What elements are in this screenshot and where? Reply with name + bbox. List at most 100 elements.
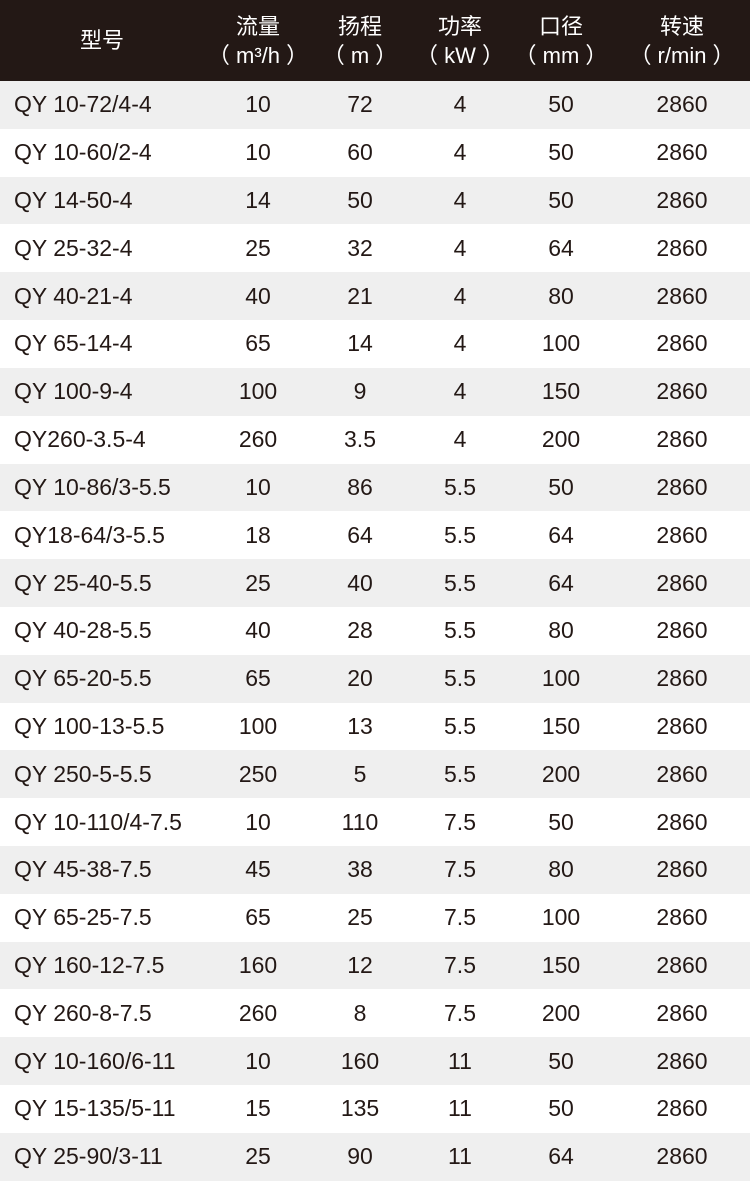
- cell-head: 13: [347, 712, 373, 739]
- cell-model: QY 25-90/3-11: [14, 1143, 163, 1170]
- table-row: QY 45-38-7.5 45 38 7.5 80 2860: [0, 846, 750, 894]
- cell-diameter: 50: [548, 91, 574, 118]
- column-title: 流量: [235, 13, 281, 39]
- cell-diameter: 100: [541, 665, 581, 692]
- cell-speed: 2860: [656, 187, 708, 214]
- cell-head: 40: [347, 569, 373, 596]
- column-header-speed: 转速 （ r/min ）: [629, 0, 734, 81]
- cell-diameter: 80: [548, 856, 574, 883]
- cell-speed: 2860: [656, 139, 708, 166]
- cell-speed: 2860: [656, 904, 708, 931]
- cell-flow: 14: [245, 187, 271, 214]
- table-row: QY 160-12-7.5 160 12 7.5 150 2860: [0, 941, 750, 990]
- cell-flow: 40: [245, 617, 271, 644]
- cell-flow: 65: [245, 904, 271, 931]
- cell-power: 7.5: [444, 808, 476, 835]
- cell-power: 7.5: [444, 856, 476, 883]
- cell-power: 4: [453, 330, 467, 357]
- cell-diameter: 150: [541, 952, 581, 979]
- table-row: QY 40-28-5.5 40 28 5.5 80 2860: [0, 607, 750, 655]
- cell-flow: 100: [238, 378, 278, 405]
- cell-flow: 100: [238, 712, 278, 739]
- table-row: QY 14-50-4 14 50 4 50 2860: [0, 176, 750, 225]
- table-row: QY 65-25-7.5 65 25 7.5 100 2860: [0, 894, 750, 942]
- cell-model: QY 250-5-5.5: [14, 760, 152, 787]
- cell-flow: 10: [245, 91, 271, 118]
- cell-speed: 2860: [656, 665, 708, 692]
- cell-flow: 25: [245, 234, 271, 261]
- table-row: QY 65-14-4 65 14 4 100 2860: [0, 320, 750, 368]
- cell-head: 5: [353, 760, 367, 787]
- cell-head: 28: [347, 617, 373, 644]
- column-title: 功率: [437, 13, 482, 39]
- cell-flow: 65: [245, 665, 271, 692]
- cell-diameter: 150: [541, 712, 581, 739]
- cell-diameter: 50: [548, 1095, 574, 1122]
- cell-flow: 10: [245, 1047, 271, 1074]
- cell-head: 50: [347, 187, 373, 214]
- cell-model: QY 100-9-4: [14, 378, 133, 405]
- cell-diameter: 64: [548, 521, 574, 548]
- cell-head: 21: [347, 282, 373, 309]
- cell-flow: 65: [245, 330, 271, 357]
- cell-model: QY260-3.5-4: [14, 426, 146, 453]
- cell-head: 72: [347, 91, 373, 118]
- cell-power: 5.5: [444, 665, 476, 692]
- cell-diameter: 150: [541, 378, 581, 405]
- cell-diameter: 200: [541, 760, 581, 787]
- cell-model: QY 65-14-4: [14, 330, 133, 357]
- table-row: QY 10-110/4-7.5 10 110 7.5 50 2860: [0, 798, 750, 846]
- cell-speed: 2860: [656, 282, 708, 309]
- cell-speed: 2860: [656, 952, 708, 979]
- cell-head: 32: [347, 234, 373, 261]
- cell-head: 3.5: [344, 426, 376, 453]
- cell-flow: 15: [245, 1095, 271, 1122]
- cell-power: 4: [453, 426, 467, 453]
- table-row: QY 260-8-7.5 260 8 7.5 200 2860: [0, 989, 750, 1037]
- cell-diameter: 200: [541, 999, 581, 1026]
- cell-speed: 2860: [656, 569, 708, 596]
- cell-model: QY 100-13-5.5: [14, 712, 165, 739]
- cell-diameter: 64: [548, 234, 574, 261]
- table-row: QY 25-90/3-11 25 90 11 64 2860: [0, 1132, 750, 1181]
- cell-model: QY 65-20-5.5: [14, 665, 152, 692]
- table-row: QY 25-40-5.5 25 40 5.5 64 2860: [0, 559, 750, 607]
- cell-head: 8: [353, 999, 367, 1026]
- cell-diameter: 50: [548, 1047, 574, 1074]
- column-unit: （ mm ）: [514, 42, 608, 68]
- cell-diameter: 100: [541, 904, 581, 931]
- table-body: QY 10-72/4-4 10 72 4 50 2860 QY 10-60/2-4 10 60 4…: [0, 81, 750, 1181]
- cell-power: 4: [453, 187, 467, 214]
- cell-head: 25: [347, 904, 373, 931]
- cell-speed: 2860: [656, 1095, 708, 1122]
- column-header-diameter: 口径 （ mm ）: [515, 0, 608, 81]
- table-row: QY 10-60/2-4 10 60 4 50 2860: [0, 129, 750, 177]
- cell-model: QY 260-8-7.5: [14, 999, 152, 1026]
- cell-model: QY 14-50-4: [14, 187, 133, 214]
- cell-power: 5.5: [444, 521, 476, 548]
- cell-power: 7.5: [444, 999, 476, 1026]
- cell-power: 5.5: [444, 760, 476, 787]
- cell-head: 90: [347, 1143, 373, 1170]
- column-header-head: 扬程 （ m ）: [323, 0, 398, 81]
- cell-flow: 160: [238, 952, 278, 979]
- cell-flow: 45: [245, 856, 271, 883]
- cell-head: 9: [353, 378, 367, 405]
- column-title: 口径: [538, 13, 584, 39]
- cell-model: QY 25-32-4: [14, 234, 133, 261]
- cell-diameter: 80: [548, 617, 574, 644]
- cell-power: 4: [453, 378, 467, 405]
- cell-head: 12: [347, 952, 373, 979]
- cell-power: 11: [448, 1143, 472, 1170]
- cell-flow: 18: [245, 521, 271, 548]
- cell-power: 5.5: [444, 569, 476, 596]
- cell-speed: 2860: [656, 617, 708, 644]
- cell-power: 5.5: [444, 617, 476, 644]
- cell-model: QY18-64/3-5.5: [14, 521, 165, 548]
- cell-flow: 25: [245, 1143, 271, 1170]
- cell-speed: 2860: [656, 1143, 708, 1170]
- table-row: QY 250-5-5.5 250 5 5.5 200 2860: [0, 750, 750, 799]
- cell-speed: 2860: [656, 473, 708, 500]
- cell-power: 7.5: [444, 904, 476, 931]
- column-unit: （ kW ）: [416, 42, 504, 68]
